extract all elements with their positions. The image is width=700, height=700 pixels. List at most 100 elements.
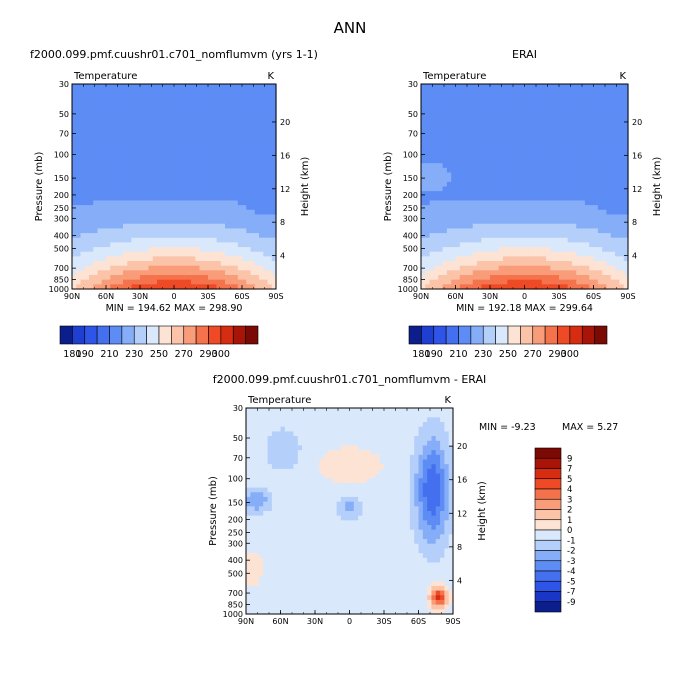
field-cell [259,172,264,178]
field-cell [259,149,264,155]
field-cell [422,454,428,461]
field-cell [191,93,196,99]
field-cell [490,130,495,136]
field-cell [225,139,230,146]
field-cell [520,172,526,178]
field-cell [191,186,196,192]
field-cell [576,209,582,216]
field-cell [405,440,411,447]
field-cell [485,111,491,118]
field-cell [182,121,188,127]
field-cell [438,200,444,206]
field-cell [114,191,120,197]
field-cell [89,223,94,230]
field-cell [123,172,128,178]
field-cell [106,205,111,211]
field-cell [353,440,359,447]
field-cell [533,251,539,257]
field-cell [597,167,603,174]
field-cell [464,186,470,192]
field-cell [464,200,470,206]
field-cell [515,270,521,276]
field-cell [468,116,474,122]
field-cell [271,270,277,276]
field-cell [191,265,196,271]
field-cell [131,223,137,230]
field-cell [472,251,478,257]
field-cell [250,191,256,197]
field-cell [563,125,569,132]
field-cell [315,426,320,433]
field-cell [502,209,508,216]
field-cell [271,158,277,164]
field-cell [358,445,364,451]
field-cell [254,445,260,451]
field-cell [127,195,133,202]
field-cell [131,233,137,239]
field-cell [593,219,599,225]
field-cell [563,116,569,122]
field-cell [345,426,351,433]
field-cell [118,116,124,122]
field-cell [267,284,273,290]
field-cell [229,261,235,267]
field-cell [84,200,90,206]
field-cell [242,177,247,183]
field-cell [144,149,150,155]
field-cell [152,265,158,271]
field-cell [442,121,448,127]
field-cell [72,125,77,132]
field-cell [606,158,612,164]
field-cell [195,130,201,136]
field-cell [490,261,495,267]
field-cell [597,270,603,276]
field-cell [123,195,128,202]
field-cell [114,219,120,225]
field-cell [271,139,277,146]
field-cell [524,153,530,160]
field-cell [246,121,252,127]
field-cell [254,450,260,456]
field-cell [84,209,90,216]
field-cell [477,93,482,99]
field-cell [477,284,482,290]
field-cell [546,200,551,206]
field-cell [533,116,539,122]
y-tick-label: 70 [59,130,69,139]
field-cell [571,177,577,183]
field-cell [429,163,435,169]
field-cell [208,209,213,216]
field-cell [455,214,461,220]
field-cell [182,116,188,122]
field-cell [148,242,154,248]
field-cell [178,261,184,267]
field-cell [576,284,582,290]
field-cell [455,102,461,108]
field-cell [254,84,260,90]
field-cell [550,270,556,276]
field-cell [165,163,171,169]
field-cell [546,228,551,234]
field-cell [353,450,359,456]
field-cell [384,408,389,414]
field-cell [89,102,94,108]
field-cell [520,191,526,197]
field-cell [131,111,137,118]
field-cell [567,247,573,253]
field-cell [242,186,247,192]
field-cell [362,440,368,447]
field-cell [455,172,461,178]
field-cell [165,177,171,183]
field-cell [263,228,269,234]
field-cell [524,130,530,136]
field-cell [559,195,564,202]
field-cell [427,440,433,447]
field-cell [233,214,239,220]
field-cell [409,450,415,456]
field-cell [178,279,184,285]
field-cell [259,237,264,244]
field-cell [267,422,273,428]
field-cell [161,125,167,132]
field-cell [563,214,569,220]
field-cell [148,181,154,188]
